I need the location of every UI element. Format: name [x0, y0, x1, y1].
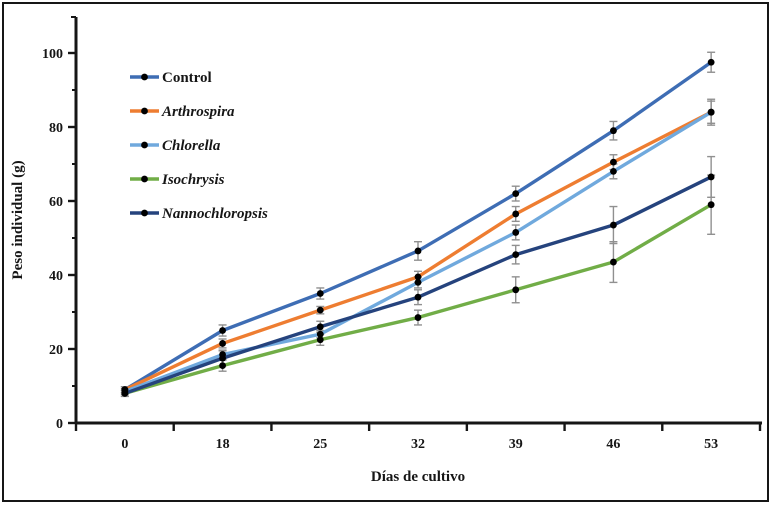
legend-label: Nannochloropsis: [161, 206, 268, 222]
x-tick-label: 32: [411, 437, 425, 452]
y-tick-label: 80: [49, 121, 63, 136]
x-tick-label: 53: [704, 437, 718, 452]
legend-marker-dot: [141, 107, 148, 115]
series-marker-nannochloropsis: [414, 293, 422, 301]
series-marker-nannochloropsis: [610, 221, 617, 229]
y-tick-label: 0: [56, 417, 63, 432]
legend-label: Chlorella: [162, 138, 221, 154]
series-marker-arthrospira: [414, 273, 422, 281]
series-marker-chlorella: [707, 108, 715, 116]
legend-label: Control: [162, 70, 212, 86]
series-marker-nannochloropsis: [316, 323, 324, 331]
series-marker-control: [219, 327, 226, 334]
legend-item-isochrysis: Isochrysis: [130, 172, 225, 188]
legend-item-chlorella: Chlorella: [130, 138, 221, 154]
x-tick-label: 46: [606, 437, 620, 452]
legend-marker-dot: [141, 73, 148, 81]
series-marker-isochrysis: [414, 314, 422, 321]
series-marker-control: [414, 247, 422, 255]
series-marker-nannochloropsis: [219, 354, 226, 362]
series-marker-arthrospira: [316, 306, 324, 314]
series-marker-nannochloropsis: [707, 173, 715, 181]
series-marker-isochrysis: [316, 336, 324, 344]
legend: Control Arthrospira Chlorella Isochrysis Nan…: [130, 70, 268, 222]
x-tick-label: 18: [216, 437, 230, 452]
series-marker-isochrysis: [219, 362, 226, 370]
x-tick-label: 0: [121, 437, 128, 452]
x-tick-label: 39: [509, 437, 523, 452]
legend-marker-dot: [141, 209, 148, 217]
y-tick-label: 100: [42, 47, 63, 62]
legend-marker-dot: [141, 141, 148, 149]
y-tick-label: 20: [49, 343, 63, 358]
series-marker-arthrospira: [512, 210, 520, 218]
series-markers-layer: [121, 58, 715, 397]
series-marker-chlorella: [414, 279, 422, 286]
series-marker-nannochloropsis: [121, 390, 129, 397]
legend-label: Isochrysis: [161, 172, 225, 188]
series-marker-chlorella: [316, 330, 324, 338]
series-marker-chlorella: [610, 168, 617, 175]
series-marker-arthrospira: [219, 340, 226, 347]
series-marker-control: [707, 58, 715, 66]
legend-item-arthrospira: Arthrospira: [130, 104, 235, 120]
series-marker-nannochloropsis: [512, 251, 520, 259]
series-marker-isochrysis: [512, 286, 520, 294]
series-marker-control: [512, 190, 520, 198]
series-marker-arthrospira: [610, 158, 617, 166]
axes-layer: 0 20 40 60 80 100 0 18 25 32 39 46 53: [42, 16, 762, 452]
legend-item-nannochloropsis: Nannochloropsis: [130, 206, 268, 222]
series-marker-control: [316, 290, 324, 297]
y-axis-title: Peso individual (g): [10, 160, 26, 279]
legend-label: Arthrospira: [161, 104, 235, 120]
y-tick-label: 60: [49, 195, 63, 210]
series-marker-isochrysis: [610, 258, 617, 266]
legend-marker-dot: [141, 175, 148, 183]
series-marker-chlorella: [512, 229, 520, 236]
x-tick-label: 25: [313, 437, 327, 452]
series-marker-isochrysis: [707, 201, 715, 209]
x-axis-title: Días de cultivo: [371, 469, 465, 485]
series-marker-control: [610, 127, 617, 135]
y-tick-label: 40: [49, 269, 63, 284]
legend-item-control: Control: [130, 70, 212, 86]
